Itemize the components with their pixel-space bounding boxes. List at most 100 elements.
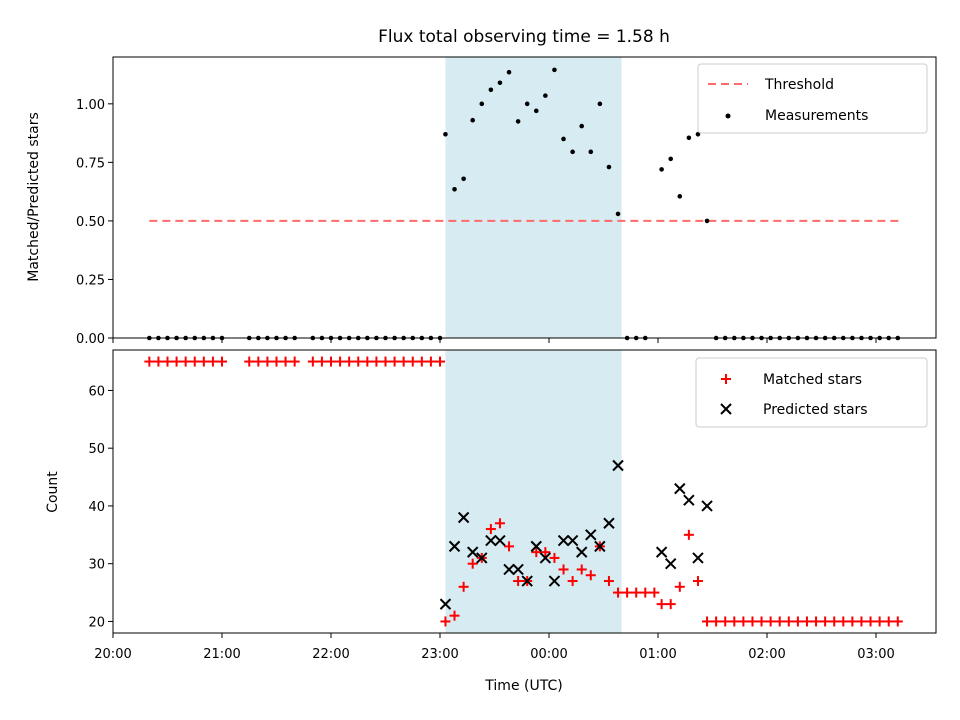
matched-star-point [289, 356, 300, 367]
predicted-star-point [539, 552, 552, 564]
matched-star-point [504, 541, 515, 552]
matched-star-point [362, 356, 373, 367]
predicted-star-point [683, 494, 695, 506]
predicted-star-point [674, 482, 686, 495]
matched-star-point [585, 570, 596, 581]
matched-star-point [692, 576, 703, 587]
matched-star-point [180, 356, 191, 367]
matched-star-point [747, 616, 758, 627]
matched-star-point [494, 518, 505, 529]
matched-star-point [262, 356, 273, 367]
matched-star-point [435, 356, 445, 367]
measurement-point [515, 119, 521, 124]
matched-star-point [892, 616, 903, 627]
predicted-star-point [665, 557, 677, 570]
legend-predicted-label: Predicted stars [763, 402, 868, 418]
measurement-point [686, 135, 692, 141]
measurement-point [597, 101, 603, 107]
measurement-point [704, 218, 710, 224]
measurement-point [524, 101, 530, 107]
matched-star-point [207, 356, 218, 367]
measurement-point [479, 101, 485, 107]
matched-star-point [865, 616, 876, 627]
legend-predicted-marker [720, 403, 732, 415]
matched-star-point [613, 587, 624, 598]
matched-star-point [467, 558, 478, 569]
matched-star-point [711, 616, 722, 627]
predicted-star-point [566, 534, 579, 547]
matched-star-point [549, 552, 560, 563]
measurement-point [579, 123, 584, 129]
measurement-point [543, 93, 548, 98]
matched-star-point [326, 356, 336, 367]
matched-star-point [674, 581, 685, 592]
top-y-tick-label: 1.00 [76, 98, 105, 113]
matched-star-point [622, 587, 633, 598]
predicted-star-point [457, 511, 470, 524]
bottom-y-tick-label: 40 [88, 500, 105, 515]
matched-star-point [829, 616, 840, 627]
predicted-star-point [521, 575, 533, 587]
bottom-y-axis-label: Count [45, 471, 61, 513]
predicted-star-point [494, 534, 506, 547]
matched-star-point [407, 356, 418, 367]
predicted-star-point [512, 563, 524, 576]
matched-star-point [603, 576, 614, 587]
top-legend-box [697, 63, 928, 134]
matched-star-point [820, 616, 831, 627]
measurement-point [677, 194, 683, 199]
top-y-axis-label: Matched/Predicted stars [26, 112, 42, 282]
matched-star-point [171, 356, 182, 367]
matched-star-point [631, 587, 642, 598]
matched-star-point [353, 356, 364, 367]
predicted-star-point [575, 546, 588, 558]
predicted-star-point [701, 500, 713, 512]
matched-star-point [217, 356, 227, 367]
predicted-star-point [585, 529, 597, 541]
x-axis-label: Time (UTC) [484, 678, 562, 694]
measurement-point [588, 149, 594, 155]
matched-star-point [811, 616, 822, 627]
matched-star-point [440, 616, 451, 627]
bottom-legend-box [695, 357, 928, 428]
matched-star-point [720, 616, 731, 627]
predicted-star-point [503, 563, 515, 576]
matched-star-point [371, 356, 382, 367]
matched-star-point [640, 587, 651, 598]
matched-star-point [389, 356, 400, 367]
matched-star-point [738, 616, 749, 627]
matched-star-point [162, 356, 173, 367]
x-tick-label: 02:00 [748, 647, 785, 662]
matched-star-point [756, 616, 767, 627]
bottom-y-tick-label: 60 [88, 384, 105, 399]
matched-star-point [540, 547, 551, 558]
matched-star-point [449, 610, 460, 621]
matched-star-point [847, 616, 858, 627]
top-plot-frame [112, 56, 937, 339]
x-tick-label: 01:00 [639, 647, 676, 662]
matched-star-point [513, 576, 524, 587]
matched-star-point [558, 564, 569, 575]
predicted-star-point [692, 552, 704, 564]
top-y-tick-label: 0.50 [76, 215, 105, 230]
matched-star-point [567, 576, 578, 587]
measurement-point [461, 176, 466, 182]
top-y-tick-label: 0.25 [76, 273, 105, 288]
measurement-point [470, 117, 476, 123]
matched-star-point [271, 356, 282, 367]
legend-measurements-label: Measurements [765, 108, 868, 124]
predicted-star-point [594, 540, 606, 553]
predicted-star-point [612, 459, 624, 472]
matched-star-point [665, 599, 676, 610]
matched-star-point [576, 564, 587, 575]
legend-threshold-label: Threshold [764, 77, 834, 93]
x-tick-label: 23:00 [421, 647, 458, 662]
bottom-y-tick-label: 50 [88, 442, 105, 457]
matched-star-point [458, 581, 469, 592]
matched-star-point [783, 616, 794, 627]
measurement-point [570, 149, 575, 155]
matched-star-point [416, 356, 427, 367]
predicted-star-point [603, 517, 615, 529]
measurement-point [668, 156, 674, 162]
